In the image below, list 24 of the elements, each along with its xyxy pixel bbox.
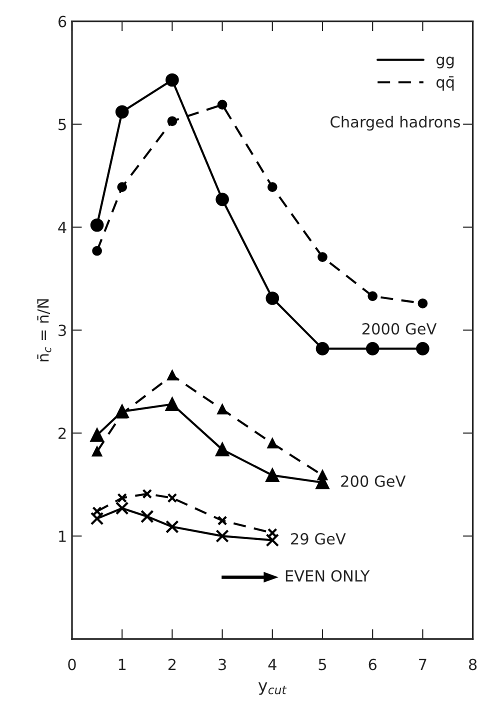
y-tick-label: 6 [58, 16, 66, 28]
y-tick-label: 5 [58, 118, 66, 130]
x-tick-label: 5 [318, 658, 326, 670]
annotation: 200 GeV [341, 475, 406, 487]
y-tick-label: 1 [59, 530, 66, 542]
x-axis-title: y$_{cut}$ [258, 682, 287, 695]
x-tick-label: 6 [368, 658, 376, 670]
annotation: 2000 GeV [362, 323, 437, 335]
x-tick-label: 7 [419, 658, 426, 670]
x-tick-label: 4 [268, 658, 276, 670]
legend-label: qq̄ [436, 76, 454, 91]
annotation: Charged hadrons [330, 116, 460, 131]
annotation: 29 GeV [291, 533, 346, 545]
annotation: EVEN ONLY [286, 570, 370, 582]
y-tick-label: 3 [58, 324, 66, 336]
x-tick-label: 8 [468, 658, 477, 670]
legend-label: gg [436, 56, 454, 68]
y-tick-label: 2 [58, 428, 66, 439]
y-tick-label: 4 [58, 222, 66, 234]
x-tick-label: 3 [218, 658, 226, 670]
y-axis-title: n̄$_{c}$ = n̄/N̄ [37, 299, 52, 362]
x-tick-label: 1 [118, 658, 126, 670]
x-tick-label: 0 [68, 658, 76, 670]
x-tick-label: 2 [168, 658, 176, 670]
